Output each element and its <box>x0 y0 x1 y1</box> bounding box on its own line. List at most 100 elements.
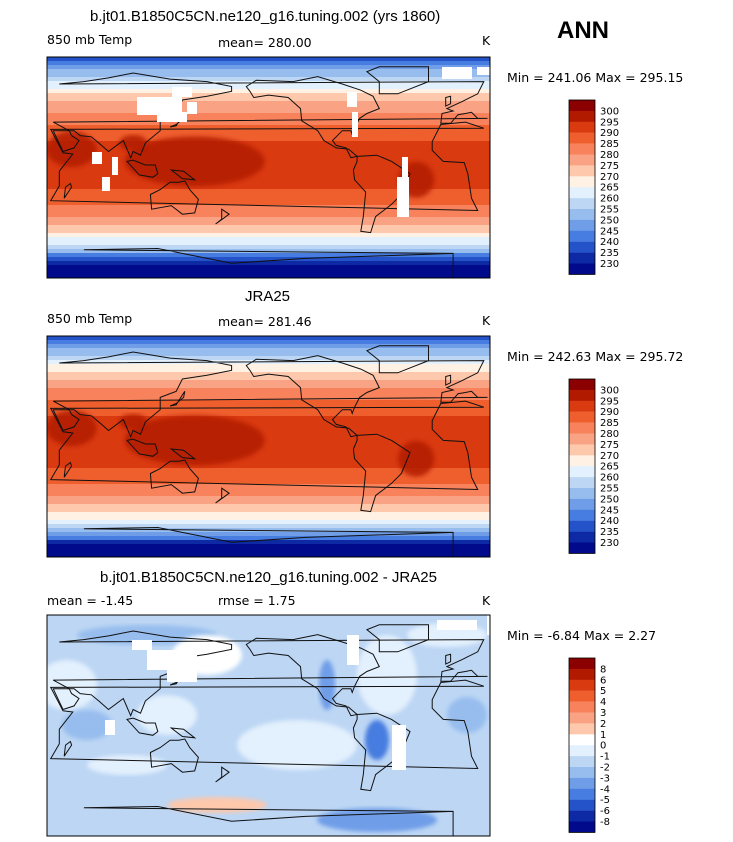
panel3-map-frame <box>46 614 491 837</box>
missing-data-cell <box>137 97 182 115</box>
coastline <box>352 154 411 234</box>
field-band <box>47 512 490 517</box>
coastline <box>245 355 380 438</box>
missing-data-cell <box>352 112 358 137</box>
field-band <box>47 209 490 214</box>
field-band <box>47 500 490 505</box>
coastline <box>52 688 80 711</box>
colorbar-swatch <box>569 488 595 500</box>
difference-patch <box>237 720 357 770</box>
colorbar-tick-label: 285 <box>600 139 619 150</box>
field-band <box>47 201 490 206</box>
field-band <box>47 456 490 461</box>
colorbar-swatch <box>569 422 595 434</box>
field-band <box>47 424 490 429</box>
colorbar-tick-label: -6 <box>600 806 610 817</box>
field-band <box>47 185 490 190</box>
field-band <box>47 253 490 258</box>
panel3-min-value: -6.84 <box>547 628 580 643</box>
coastline <box>215 208 230 225</box>
field-band <box>47 113 490 118</box>
field-band <box>47 444 490 449</box>
coastline <box>126 717 159 736</box>
coastline <box>445 95 452 107</box>
coastline <box>83 247 454 278</box>
field-band <box>47 137 490 142</box>
coastline <box>169 727 197 739</box>
field-band <box>47 544 490 549</box>
panel2-variable-label: 850 mb Temp <box>47 311 133 326</box>
field-band <box>47 169 490 174</box>
field-band <box>47 356 490 361</box>
panel2-min-label: Min = <box>507 349 548 364</box>
colorbar-tick-label: 1 <box>600 730 606 741</box>
panel3-missing-data <box>105 615 490 770</box>
colorbar-swatch <box>569 433 595 445</box>
missing-data-cell <box>157 112 187 122</box>
colorbar-swatch <box>569 121 595 133</box>
colorbar-swatch <box>569 389 595 401</box>
coastline <box>52 72 488 160</box>
difference-patch <box>365 720 389 760</box>
colorbar-tick-label: -3 <box>600 773 610 784</box>
colorbar-tick-label: 285 <box>600 418 619 429</box>
colorbar-swatch <box>569 690 595 702</box>
colorbar-swatch <box>569 411 595 423</box>
field-band <box>47 540 490 545</box>
field-band <box>47 492 490 497</box>
field-band <box>47 121 490 126</box>
field-band <box>47 77 490 82</box>
missing-data-cell <box>392 725 406 770</box>
difference-patch <box>137 695 197 735</box>
missing-data-cell <box>442 67 472 79</box>
colorbar-tick-label: 0 <box>600 741 606 752</box>
panel3-max-value: 2.27 <box>628 628 657 643</box>
difference-patch <box>319 660 335 710</box>
field-band <box>47 340 490 345</box>
field-band <box>47 488 490 493</box>
coastline <box>83 526 454 557</box>
coastline <box>215 766 230 783</box>
missing-data-cell <box>92 152 102 164</box>
missing-data-cell <box>112 157 118 175</box>
panel1-colorbar: 3002952902852802752702652602552502452402… <box>568 99 619 275</box>
colorbar-tick-label: 280 <box>600 429 619 440</box>
field-band <box>47 269 490 274</box>
colorbar-outline <box>568 657 596 833</box>
field-band <box>47 149 490 154</box>
field-band <box>47 221 490 226</box>
panel1-variable-label: 850 mb Temp <box>47 32 133 47</box>
colorbar-tick-label: 270 <box>600 172 619 183</box>
colorbar-swatch <box>569 679 595 691</box>
panel3-max-label: Max = <box>583 628 629 643</box>
field-band <box>47 257 490 262</box>
colorbar-swatch <box>569 821 595 833</box>
colorbar-swatch <box>569 701 595 713</box>
field-band <box>47 141 490 146</box>
panel2-max-value: 295.72 <box>639 349 684 364</box>
colorbar-swatch <box>569 209 595 221</box>
field-band <box>47 536 490 541</box>
field-band <box>47 109 490 114</box>
field-band <box>47 133 490 138</box>
colorbar-tick-label: 245 <box>600 505 619 516</box>
missing-data-cell <box>402 157 408 177</box>
colorbar-tick-label: 295 <box>600 117 619 128</box>
colorbar-swatch <box>569 241 595 253</box>
missing-data-cell <box>167 670 197 682</box>
missing-data-cell <box>172 87 192 97</box>
panel3-title: b.jt01.B1850C5CN.ne120_g16.tuning.002 - … <box>100 569 437 586</box>
difference-patch <box>77 625 217 645</box>
colorbar-swatch <box>569 400 595 412</box>
colorbar-swatch <box>569 230 595 242</box>
coastline <box>126 438 159 457</box>
field-band <box>47 273 490 278</box>
field-band <box>47 237 490 242</box>
field-band <box>47 89 490 94</box>
colorbar-swatch <box>569 658 595 670</box>
colorbar-tick-label: 240 <box>600 516 619 527</box>
colorbar-tick-label: 265 <box>600 462 619 473</box>
colorbar-tick-label: 275 <box>600 440 619 451</box>
difference-patch <box>47 660 97 710</box>
